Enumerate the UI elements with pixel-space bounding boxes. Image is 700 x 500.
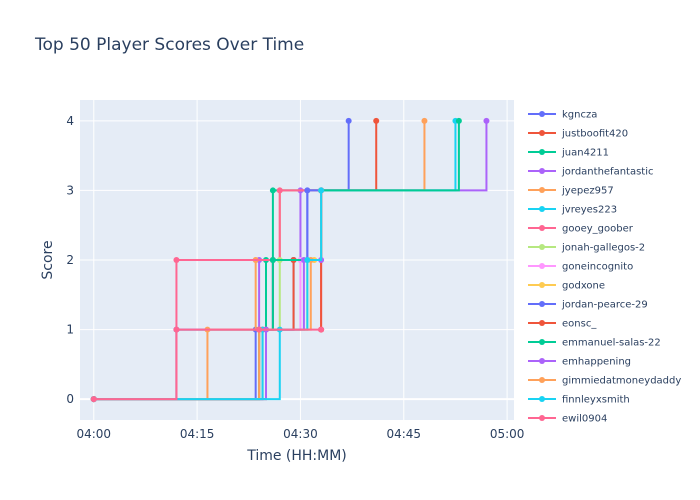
y-tick-label: 2	[66, 253, 74, 267]
data-point	[269, 187, 276, 194]
data-point	[276, 187, 283, 194]
legend-marker	[539, 111, 545, 117]
legend-label: goneincognito	[562, 262, 633, 273]
series-ewil0904	[90, 326, 325, 403]
legend-marker	[539, 301, 545, 307]
legend-label: gooey_goober	[562, 224, 634, 235]
legend-marker	[539, 320, 545, 326]
legend-item[interactable]: jonah-gallegos-2	[528, 243, 645, 254]
data-point	[483, 117, 490, 124]
legend-marker	[539, 282, 545, 288]
legend-item[interactable]: jordanthefantastic	[528, 167, 654, 178]
data-point	[269, 257, 276, 263]
x-tick-label: 04:15	[180, 427, 215, 441]
legend-item[interactable]: kgncza	[528, 110, 597, 121]
chart-title: Top 50 Player Scores Over Time	[34, 35, 304, 55]
legend-marker	[539, 396, 545, 402]
legend-item[interactable]: juan4211	[528, 148, 609, 159]
data-point	[90, 396, 97, 403]
data-point	[173, 257, 180, 263]
legend-marker	[539, 206, 545, 212]
x-tick-labels: 04:00 04:15 04:30 04:45 05:00	[76, 427, 524, 441]
x-axis-title: Time (HH:MM)	[246, 448, 347, 464]
legend-label: jvreyes223	[561, 205, 617, 216]
data-point	[304, 257, 311, 263]
legend-item[interactable]: jvreyes223	[528, 205, 617, 216]
y-tick-label: 1	[66, 323, 74, 337]
legend-item[interactable]: jordan-pearce-29	[528, 300, 648, 311]
legend-item[interactable]: emhappening	[528, 357, 631, 368]
legend-marker	[539, 149, 545, 155]
legend-label: gimmiedatmoneydaddy	[562, 376, 681, 387]
legend-marker	[539, 415, 545, 421]
data-point	[256, 326, 263, 333]
legend-marker	[539, 263, 545, 269]
legend-marker	[539, 244, 545, 250]
legend-label: kgncza	[562, 110, 597, 121]
legend-marker	[539, 377, 545, 383]
legend-item[interactable]: goneincognito	[528, 262, 633, 273]
legend-item[interactable]: jyepez957	[528, 186, 614, 197]
legend[interactable]: kgncza justboofit420 juan4211 jordanthefant…	[528, 110, 681, 425]
data-point	[421, 117, 428, 124]
x-tick-label: 04:00	[76, 427, 111, 441]
x-tick-label: 04:30	[283, 427, 318, 441]
legend-marker	[539, 225, 545, 231]
legend-label: emmanuel-salas-22	[562, 338, 661, 349]
legend-marker	[539, 168, 545, 174]
y-axis-title: Score	[40, 240, 56, 279]
legend-label: finnleyxsmith	[562, 395, 630, 406]
data-point	[455, 117, 462, 124]
legend-item[interactable]: ewil0904	[528, 414, 607, 425]
data-point	[318, 326, 325, 333]
data-point	[318, 187, 325, 194]
legend-item[interactable]: gimmiedatmoneydaddy	[528, 376, 681, 387]
legend-label: jordan-pearce-29	[561, 300, 648, 311]
legend-item[interactable]: emmanuel-salas-22	[528, 338, 661, 349]
legend-item[interactable]: gooey_goober	[528, 224, 634, 235]
y-tick-label: 0	[66, 392, 74, 406]
legend-marker	[539, 358, 545, 364]
legend-item[interactable]: eonsc_	[528, 319, 597, 330]
data-point	[304, 187, 311, 194]
legend-label: jonah-gallegos-2	[561, 243, 645, 254]
legend-item[interactable]: finnleyxsmith	[528, 395, 630, 406]
y-tick-labels: 0 1 2 3 4	[66, 114, 74, 406]
legend-label: juan4211	[561, 148, 609, 159]
legend-label: eonsc_	[562, 319, 597, 330]
legend-marker	[539, 187, 545, 193]
legend-label: jyepez957	[561, 186, 614, 197]
data-point	[345, 117, 352, 124]
legend-label: jordanthefantastic	[561, 167, 654, 178]
series-layer	[90, 117, 490, 403]
legend-label: ewil0904	[562, 414, 607, 425]
x-tick-label: 05:00	[490, 427, 525, 441]
y-tick-label: 4	[66, 114, 74, 128]
legend-label: godxone	[562, 281, 605, 292]
data-point	[173, 326, 180, 333]
legend-marker	[539, 339, 545, 345]
legend-marker	[539, 130, 545, 136]
legend-item[interactable]: godxone	[528, 281, 605, 292]
y-tick-label: 3	[66, 183, 74, 197]
x-tick-label: 04:45	[386, 427, 421, 441]
data-point	[373, 117, 380, 124]
legend-item[interactable]: justboofit420	[528, 129, 628, 140]
legend-label: justboofit420	[561, 129, 628, 140]
legend-label: emhappening	[562, 357, 631, 368]
